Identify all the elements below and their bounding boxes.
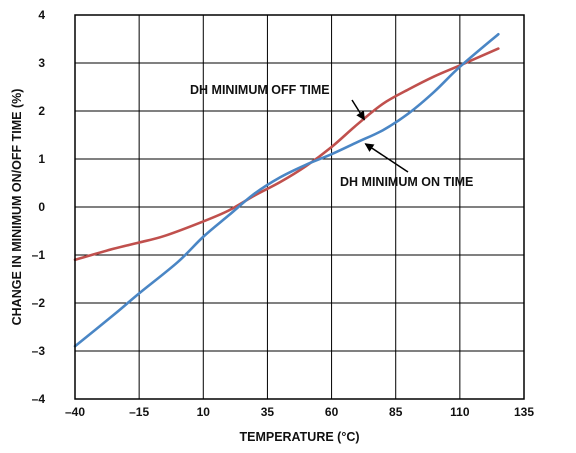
y-tick-label: –4 xyxy=(32,392,46,406)
x-tick-label: 35 xyxy=(261,405,275,419)
annotation-on-time-label: DH MINIMUM ON TIME xyxy=(340,175,473,189)
x-tick-label: –40 xyxy=(65,405,85,419)
x-tick-label: 60 xyxy=(325,405,339,419)
x-axis-title: TEMPERATURE (°C) xyxy=(239,430,359,444)
annotations: DH MINIMUM OFF TIME DH MINIMUM ON TIME xyxy=(190,83,473,189)
y-tick-labels: 4 3 2 1 0 –1 –2 –3 –4 xyxy=(32,8,46,406)
series-line-dh-minimum-off-time xyxy=(73,47,500,262)
y-tick-label: 4 xyxy=(38,8,45,22)
x-tick-label: 85 xyxy=(389,405,403,419)
annotation-off-time-label: DH MINIMUM OFF TIME xyxy=(190,83,330,97)
x-tick-label: 135 xyxy=(514,405,534,419)
plot-series xyxy=(73,32,500,348)
y-axis-title: CHANGE IN MINIMUM ON/OFF TIME (%) xyxy=(10,89,24,326)
annotation-off-time-arrow xyxy=(351,99,365,121)
x-tick-labels: –40 –15 10 35 60 85 110 135 xyxy=(65,405,534,419)
x-tick-label: –15 xyxy=(129,405,149,419)
y-tick-label: 3 xyxy=(38,56,45,70)
annotation-on-time-arrow xyxy=(364,143,409,173)
series-line-dh-minimum-on-time xyxy=(73,32,500,348)
y-tick-label: –3 xyxy=(32,344,46,358)
plot-frame xyxy=(74,14,525,400)
y-tick-label: –2 xyxy=(32,296,46,310)
y-tick-label: 1 xyxy=(38,152,45,166)
y-tick-label: 0 xyxy=(38,200,45,214)
y-tick-label: –1 xyxy=(32,248,46,262)
grid xyxy=(74,14,525,400)
y-tick-label: 2 xyxy=(38,104,45,118)
x-tick-label: 110 xyxy=(450,405,470,419)
x-tick-label: 10 xyxy=(197,405,211,419)
